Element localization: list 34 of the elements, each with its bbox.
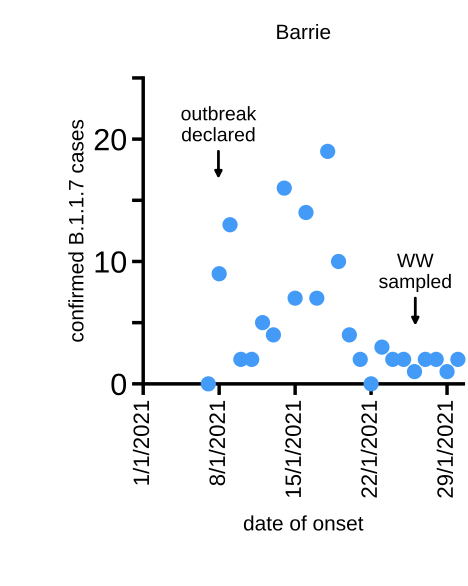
point [244, 352, 260, 367]
point [309, 290, 324, 306]
chart-title: Barrie [277, 24, 330, 40]
x-tick-label: 1/1/2021 [132, 400, 150, 485]
annotation: WW sampled [379, 254, 451, 292]
x-tick-label: 29/1/2021 [436, 400, 454, 498]
x-tick-label: 8/1/2021 [208, 400, 226, 486]
point [200, 376, 216, 392]
y-tick-label: 20 [94, 128, 126, 150]
point [374, 340, 390, 355]
point [450, 352, 466, 367]
point [439, 364, 455, 380]
point [428, 352, 444, 367]
point [222, 217, 238, 232]
x-tick-label: 22/1/2021 [360, 400, 378, 498]
point [320, 144, 336, 159]
point [212, 266, 227, 282]
point [288, 290, 303, 306]
point [406, 364, 422, 380]
y-axis-title: confirmed B.1.1.7 cases [68, 120, 84, 342]
y-tick-label: 10 [96, 251, 126, 273]
annotation: outbreak declared [181, 106, 256, 142]
point [266, 327, 282, 342]
point [254, 315, 270, 330]
point [298, 204, 314, 220]
point [330, 254, 346, 270]
point [276, 180, 292, 196]
point [342, 327, 357, 342]
x-tick-label: 15/1/2021 [284, 400, 302, 497]
point [396, 352, 412, 367]
point [352, 352, 368, 367]
x-axis-title: date of onset [244, 515, 364, 531]
y-tick-label: 0 [111, 374, 126, 396]
point [363, 376, 379, 392]
